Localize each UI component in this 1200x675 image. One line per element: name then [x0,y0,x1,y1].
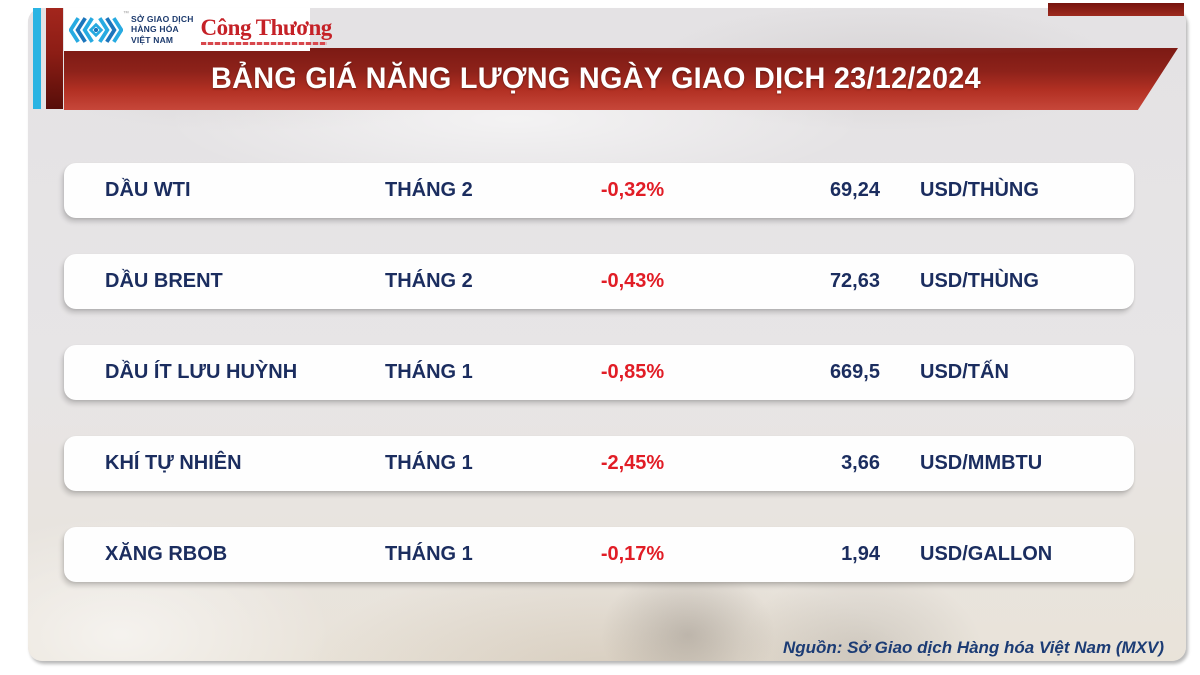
price-value: 1,94 [841,543,880,565]
change-percent: -0,17% [600,543,665,565]
price-value: 69,24 [829,179,880,201]
exchange-name: SỞ GIAO DỊCH HÀNG HÓA VIỆT NAM [131,14,194,44]
source-credit: Nguồn: Sở Giao dịch Hàng hóa Việt Nam (M… [782,638,1164,657]
table-row-xang-rbob: XĂNG RBOB THÁNG 1 -0,17% 1,94 USD/GALLON [64,527,1134,582]
change-percent: -0,85% [600,361,665,383]
price-unit: USD/MMBTU [920,452,1043,474]
contract-month: THÁNG 1 [385,543,473,565]
change-percent: -0,43% [600,270,665,292]
contract-month: THÁNG 2 [385,270,473,292]
left-cyan-stripe [33,8,41,109]
price-unit: USD/THÙNG [920,270,1039,292]
table-row-khi-tu-nhien: KHÍ TỰ NHIÊN THÁNG 1 -2,45% 3,66 USD/MMB… [64,436,1134,491]
contract-month: THÁNG 2 [385,179,473,201]
table-row-dau-it-luu-huynh: DẦU ÍT LƯU HUỲNH THÁNG 1 -0,85% 669,5 US… [64,345,1134,400]
table-row-dau-wti: DẦU WTI THÁNG 2 -0,32% 69,24 USD/THÙNG [64,163,1134,218]
price-table: DẦU WTI THÁNG 2 -0,32% 69,24 USD/THÙNG D… [64,163,1134,618]
price-unit: USD/THÙNG [920,179,1039,201]
cong-thuong-tagline-line [200,41,327,45]
commodity-name: DẦU WTI [105,179,191,201]
commodity-name: KHÍ TỰ NHIÊN [105,452,242,474]
logo-box: ™ SỞ GIAO DỊCH HÀNG HÓA VIỆT NAM Công Th… [64,8,332,51]
top-right-red-accent [1048,3,1184,16]
exchange-name-line3: VIỆT NAM [131,34,174,45]
left-red-stripe [46,8,63,109]
table-row-dau-brent: DẦU BRENT THÁNG 2 -0,43% 72,63 USD/THÙNG [64,254,1134,309]
title-ribbon: BẢNG GIÁ NĂNG LƯỢNG NGÀY GIAO DỊCH 23/12… [64,48,1178,110]
price-value: 669,5 [829,361,880,383]
exchange-name-line1: SỞ GIAO DỊCH [131,14,194,25]
contract-month: THÁNG 1 [385,361,473,383]
change-percent: -0,32% [600,179,665,201]
change-percent: -2,45% [600,452,665,474]
page-title: BẢNG GIÁ NĂNG LƯỢNG NGÀY GIAO DỊCH 23/12… [211,62,981,95]
cong-thuong-wordmark: Công Thương [200,14,333,40]
mxv-exchange-icon [69,16,123,43]
trademark-symbol: ™ [123,11,129,17]
contract-month: THÁNG 1 [385,452,473,474]
commodity-name: XĂNG RBOB [105,543,228,565]
price-value: 3,66 [841,452,880,474]
exchange-name-line2: HÀNG HÓA [131,24,179,35]
commodity-name: DẦU ÍT LƯU HUỲNH [105,361,298,383]
price-unit: USD/GALLON [920,543,1053,565]
price-unit: USD/TẤN [920,361,1009,383]
price-value: 72,63 [829,270,880,292]
cong-thuong-logo: Công Thương [200,14,333,45]
commodity-name: DẦU BRENT [105,270,223,292]
